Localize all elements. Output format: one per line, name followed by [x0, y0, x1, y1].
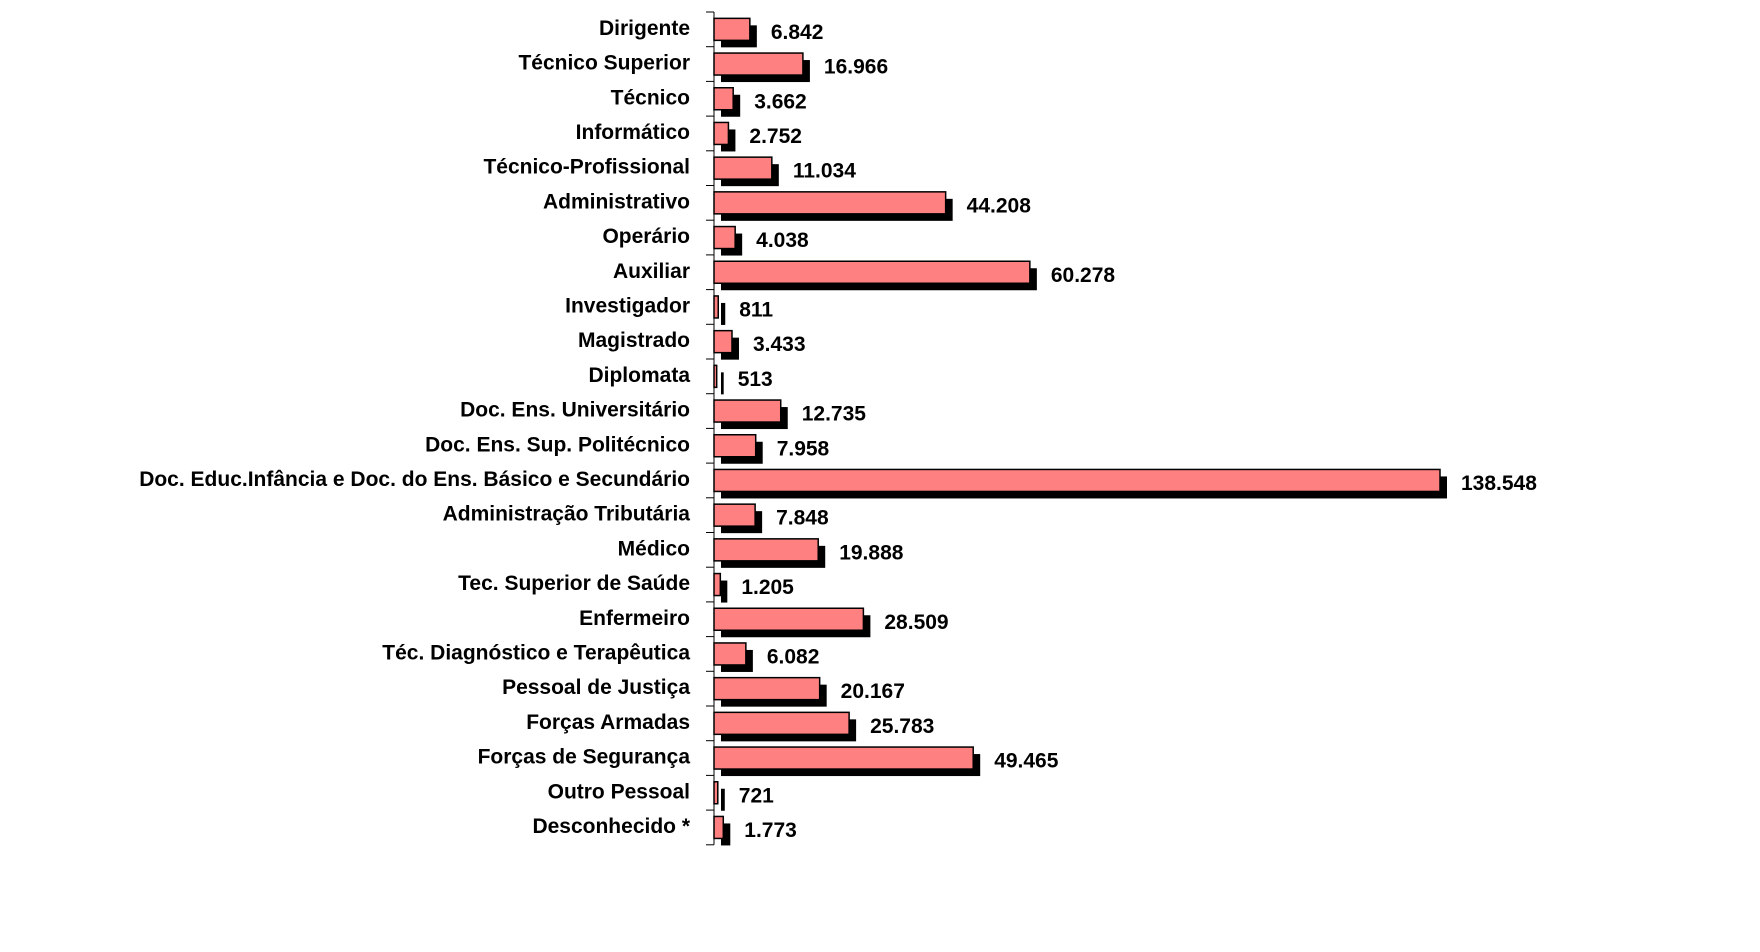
category-label: Técnico [611, 86, 690, 109]
bar [713, 260, 1031, 284]
bar [713, 503, 756, 527]
bar [713, 746, 974, 770]
category-label: Doc. Ens. Sup. Politécnico [425, 433, 690, 456]
bar [713, 642, 747, 666]
category-label: Técnico Superior [518, 52, 690, 75]
category-label: Forças de Segurança [478, 746, 691, 769]
bar [713, 225, 736, 250]
value-label: 6.082 [767, 645, 820, 668]
category-label: Técnico-Profissional [483, 156, 690, 179]
bar [713, 87, 734, 111]
category-label: Magistrado [578, 329, 690, 352]
category-label: Administrativo [543, 190, 690, 213]
category-label: Doc. Educ.Infância e Doc. do Ens. Básico… [139, 468, 690, 491]
bar [713, 295, 719, 319]
bar [713, 468, 1441, 493]
value-label: 1.205 [741, 576, 794, 599]
category-label: Pessoal de Justiça [502, 676, 690, 699]
category-label: Auxiliar [613, 260, 690, 283]
value-label: 20.167 [841, 680, 905, 703]
bar [713, 191, 947, 215]
bar [713, 52, 804, 76]
value-label: 11.034 [793, 160, 856, 183]
bar-shadow [721, 302, 726, 325]
value-label: 1.773 [744, 819, 797, 842]
bar [713, 538, 819, 562]
value-label: 7.848 [776, 507, 829, 530]
category-label: Operário [602, 225, 690, 248]
value-label: 16.966 [824, 56, 888, 79]
bar-shadow [721, 580, 728, 603]
value-label: 6.842 [771, 21, 824, 44]
bar [713, 711, 850, 736]
bar [713, 17, 751, 42]
bar [713, 329, 733, 354]
category-label: Outro Pessoal [548, 780, 690, 803]
category-label: Desconhecido * [532, 815, 690, 838]
category-label: Doc. Ens. Universitário [460, 399, 690, 422]
value-label: 7.958 [777, 437, 830, 460]
bar [713, 676, 821, 701]
value-label: 3.662 [754, 90, 807, 113]
category-label: Médico [618, 537, 690, 560]
value-label: 12.735 [802, 403, 867, 426]
bar [713, 121, 730, 146]
value-label: 44.208 [967, 194, 1032, 217]
value-label: 513 [738, 368, 773, 391]
value-label: 4.038 [756, 229, 809, 252]
category-label: Enfermeiro [579, 607, 690, 630]
value-label: 49.465 [994, 750, 1059, 773]
category-label: Dirigente [599, 17, 690, 40]
value-label: 138.548 [1461, 472, 1537, 495]
bar-shadow [721, 372, 724, 395]
value-label: 19.888 [839, 541, 904, 564]
value-label: 25.783 [870, 715, 934, 738]
category-label: Investigador [565, 294, 690, 317]
bar [713, 364, 718, 389]
value-label: 60.278 [1051, 264, 1116, 287]
category-label: Forças Armadas [526, 711, 690, 734]
bar [713, 607, 865, 631]
bar [713, 572, 722, 597]
value-label: 3.433 [753, 333, 806, 356]
bar [713, 399, 782, 423]
category-label: Tec. Superior de Saúde [458, 572, 690, 595]
bar [713, 815, 725, 840]
bar [713, 781, 719, 805]
bar [713, 156, 773, 180]
category-label: Informático [576, 121, 690, 144]
value-label: 721 [739, 784, 774, 807]
bar [713, 434, 757, 458]
bar-shadow [721, 788, 725, 811]
value-label: 811 [739, 298, 773, 321]
bar-shadow [721, 823, 731, 846]
category-label: Diplomata [588, 364, 690, 387]
value-label: 2.752 [749, 125, 802, 148]
value-label: 28.509 [884, 611, 948, 634]
category-label: Téc. Diagnóstico e Terapêutica [382, 641, 690, 664]
category-label: Administração Tributária [443, 503, 691, 526]
